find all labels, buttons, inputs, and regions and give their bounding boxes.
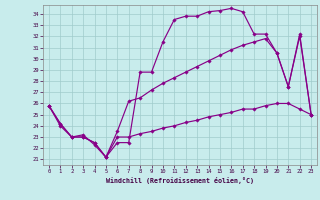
X-axis label: Windchill (Refroidissement éolien,°C): Windchill (Refroidissement éolien,°C) xyxy=(106,177,254,184)
